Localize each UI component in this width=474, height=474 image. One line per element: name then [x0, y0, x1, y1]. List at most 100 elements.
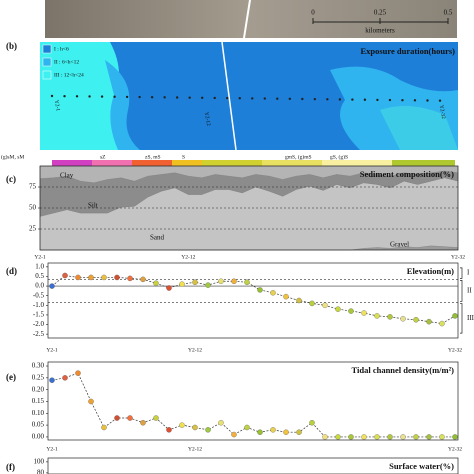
panel-label: (b): [6, 41, 17, 51]
data-point: [296, 297, 302, 304]
data-point: [387, 314, 393, 320]
transect-dot: [226, 96, 229, 100]
class-label: gmS, (g)mS: [285, 153, 312, 160]
transect-dot: [75, 95, 79, 98]
data-point: [62, 375, 68, 381]
data-point: [166, 285, 172, 291]
x-tick-label: Y2-32: [448, 446, 462, 452]
transect-line: [221, 41, 237, 151]
legend-label: II : 6<h<12: [54, 59, 79, 65]
chart-title: Tidal channel density(m/m²): [351, 365, 454, 375]
legend-swatch: [42, 57, 52, 67]
panel-label: (d): [6, 266, 17, 276]
data-point: [166, 427, 172, 433]
chart-title: Sediment composition(%): [360, 169, 454, 179]
data-point: [179, 422, 185, 428]
transect-label: Y2-32: [438, 105, 446, 120]
class-label: (g)sM, sM: [1, 153, 24, 160]
transect-dot: [125, 95, 129, 99]
data-point: [192, 279, 198, 285]
plot-frame: [39, 165, 459, 251]
data-point: [309, 300, 315, 307]
y-tick-label: 0.25: [32, 373, 45, 381]
chart-title: Elevation(m): [407, 266, 454, 276]
satellite-image: [45, 0, 457, 38]
data-point: [127, 415, 133, 421]
transect-dot: [363, 98, 367, 101]
x-tick-label: Y2-32: [448, 347, 462, 353]
transect-label: Y2-12: [203, 112, 211, 127]
x-tick-label: Y2-12: [188, 446, 202, 452]
class-block: [52, 160, 92, 168]
transect-dot: [438, 99, 442, 102]
data-point: [374, 313, 380, 319]
data-point: [400, 316, 406, 322]
data-point: [439, 434, 445, 440]
zone-bracket: [460, 279, 463, 302]
data-point: [257, 429, 263, 435]
transect-dot: [138, 95, 141, 99]
transect-dot: [326, 98, 329, 101]
class-block: [262, 160, 322, 168]
panel-label: (e): [6, 372, 16, 382]
x-tick-label: Y2-32: [451, 254, 465, 260]
y-tick-label: -1.0: [33, 301, 45, 309]
zone-label: III: [467, 314, 474, 322]
transect-dot: [200, 96, 204, 100]
data-point: [88, 274, 94, 281]
data-point: [426, 434, 432, 440]
zone-bracket: [460, 303, 463, 334]
y-tick-label: 0.20: [32, 385, 45, 393]
class-block: [132, 160, 172, 168]
data-point: [114, 415, 120, 421]
map-zone-ii: [105, 60, 140, 150]
series-label: Gravel: [390, 241, 409, 249]
plot-frame: [47, 361, 459, 441]
y-tick-label: 25: [29, 225, 37, 233]
y-tick-label: 0.5: [35, 272, 44, 280]
data-point: [426, 318, 432, 325]
data-point: [101, 274, 107, 281]
data-point: [348, 308, 354, 314]
map-zone-iii: [380, 106, 458, 150]
sediment-class-strip: [52, 160, 455, 168]
data-point: [387, 434, 393, 440]
transect-dot: [313, 97, 317, 101]
y-tick-label: 1.0: [35, 262, 44, 270]
transect-dot: [63, 94, 66, 98]
transect-dot: [50, 94, 54, 98]
map-title: Exposure duration(hours): [360, 46, 455, 56]
transect-line: [243, 0, 251, 39]
data-point: [179, 281, 185, 287]
panel-label: (c): [6, 174, 16, 184]
data-point: [244, 279, 250, 285]
transect-dot: [263, 97, 266, 100]
transect-dot: [251, 97, 254, 100]
class-block: [392, 160, 455, 168]
data-point: [361, 434, 367, 440]
y-tick-label: 0.30: [32, 362, 45, 370]
y-tick-label: -2.0: [33, 320, 45, 328]
data-point: [257, 287, 263, 293]
data-point: [452, 434, 458, 440]
chart-title: Surface water(%): [389, 461, 454, 471]
x-tick-label: Y2-12: [188, 347, 202, 353]
data-point: [192, 424, 198, 431]
data-line: [51, 275, 456, 324]
data-point: [283, 429, 289, 435]
zone-label: I: [467, 269, 470, 277]
data-point: [114, 274, 120, 281]
data-point: [231, 278, 237, 285]
class-label: zS, mS: [145, 154, 161, 160]
data-point: [153, 415, 159, 421]
y-tick-label: 80: [37, 469, 45, 474]
series-label: Sand: [150, 234, 165, 242]
y-tick-label: 75: [29, 183, 37, 191]
y-tick-label: -1.5: [33, 311, 45, 319]
transect-points: [50, 94, 442, 102]
data-point: [270, 427, 276, 433]
scale-label: 0: [311, 9, 315, 17]
zone-label: II: [467, 286, 472, 294]
